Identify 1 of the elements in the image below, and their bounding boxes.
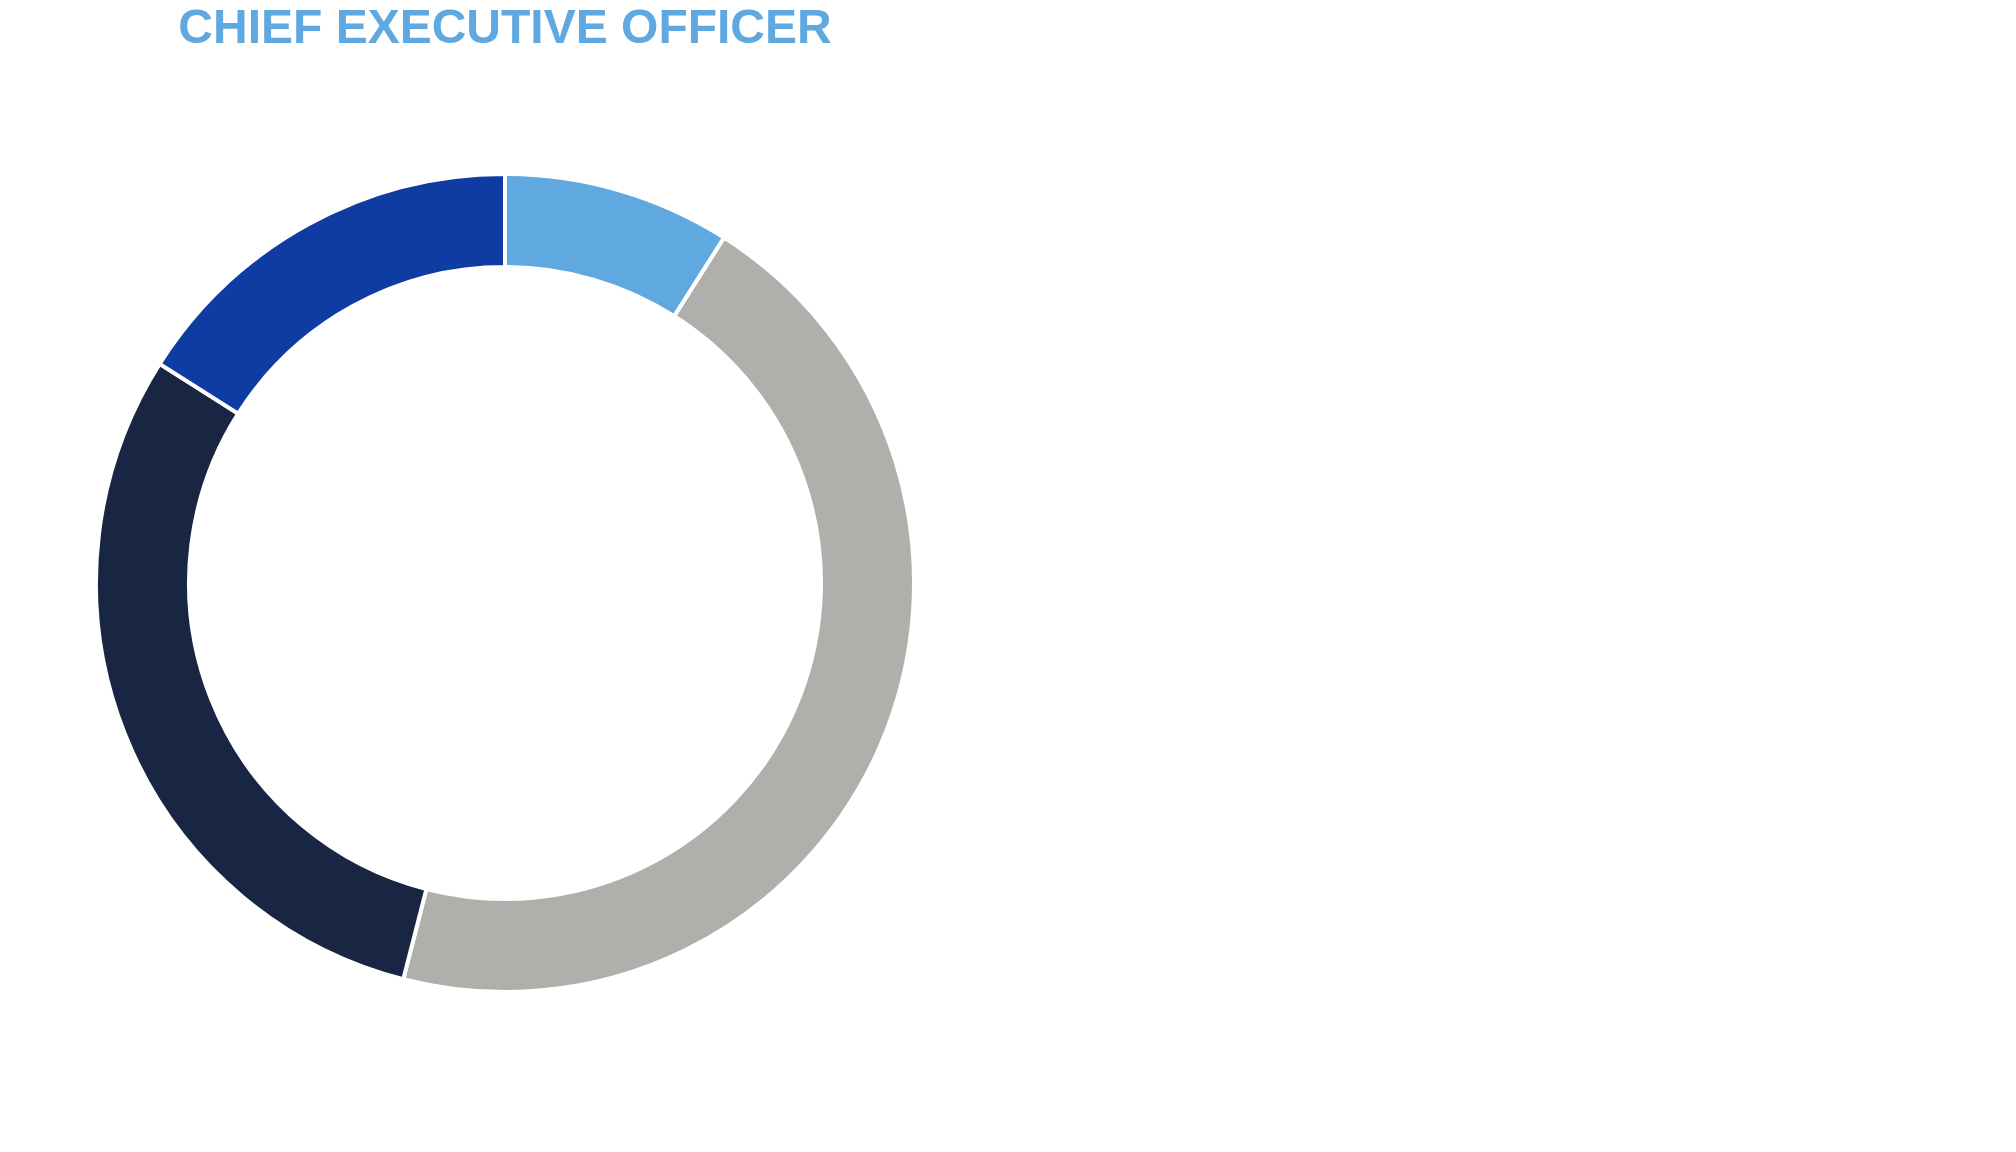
chart-title: CHIEF EXECUTIVE OFFICER: [178, 0, 832, 53]
